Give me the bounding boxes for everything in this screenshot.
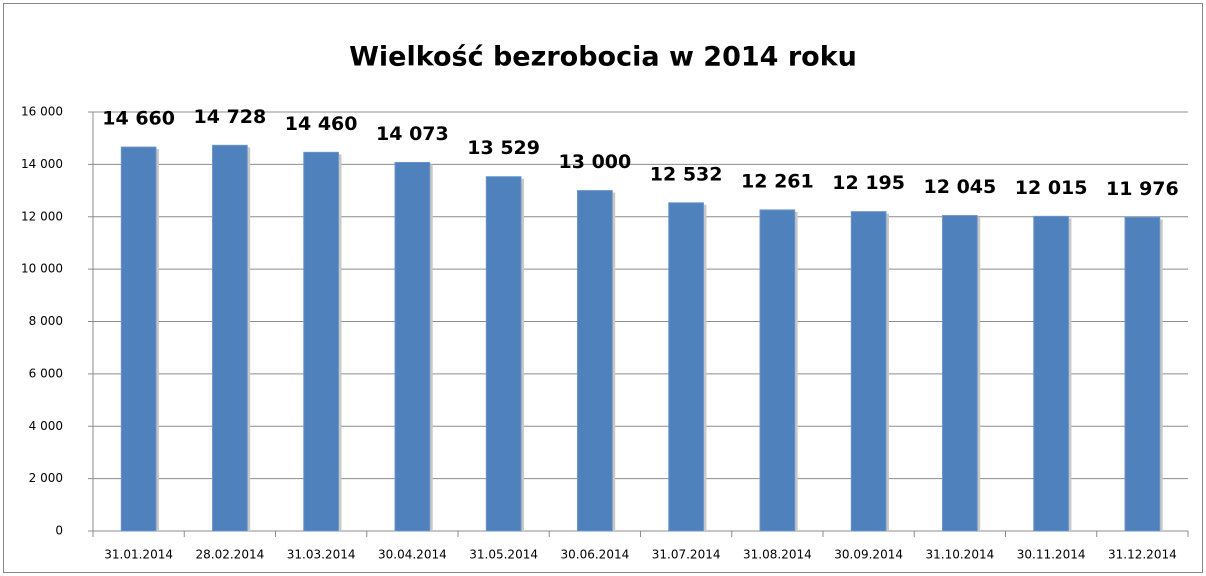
y-tick-label: 2 000 — [29, 471, 63, 485]
x-tick-label: 30.06.2014 — [561, 548, 630, 562]
y-tick-label: 8 000 — [29, 314, 63, 328]
y-tick-label: 16 000 — [21, 105, 63, 119]
bar — [1033, 215, 1069, 532]
value-label: 12 015 — [1015, 177, 1088, 199]
x-tick-label: 30.09.2014 — [834, 548, 903, 562]
x-tick-label: 28.02.2014 — [196, 548, 265, 562]
y-tick-label: 4 000 — [29, 419, 63, 433]
bar — [759, 209, 796, 532]
x-tick-label: 31.12.2014 — [1108, 548, 1177, 562]
bar — [120, 146, 157, 532]
x-tick-label: 30.04.2014 — [378, 548, 447, 562]
value-label: 12 045 — [924, 176, 997, 198]
x-tick-label: 31.01.2014 — [104, 548, 173, 562]
x-tick-label: 31.03.2014 — [287, 548, 356, 562]
value-label: 12 195 — [832, 172, 905, 194]
bar — [212, 144, 248, 532]
value-label: 13 000 — [559, 151, 632, 173]
y-tick-label: 12 000 — [21, 209, 63, 223]
value-label: 12 261 — [741, 170, 814, 192]
x-tick-label: 30.11.2014 — [1017, 548, 1086, 562]
value-label: 12 532 — [650, 163, 723, 185]
bar — [942, 215, 978, 532]
y-tick-label: 14 000 — [21, 157, 63, 171]
x-tick-label: 31.07.2014 — [652, 548, 721, 562]
bar — [1124, 216, 1161, 532]
value-label: 14 660 — [102, 108, 175, 130]
bar — [394, 161, 431, 532]
bar — [485, 176, 522, 532]
x-tick-label: 31.05.2014 — [469, 548, 538, 562]
value-label: 11 976 — [1106, 178, 1179, 200]
bar — [850, 211, 887, 532]
value-label: 13 529 — [467, 137, 540, 159]
value-label: 14 073 — [376, 123, 449, 145]
bar — [303, 151, 339, 532]
value-label: 14 460 — [285, 113, 358, 135]
value-label: 14 728 — [194, 106, 267, 128]
chart-title: Wielkość bezrobocia w 2014 roku — [349, 42, 857, 73]
y-tick-label: 10 000 — [21, 262, 63, 276]
x-tick-label: 31.10.2014 — [926, 548, 995, 562]
y-tick-label: 0 — [55, 524, 63, 538]
bar — [577, 190, 613, 532]
x-tick-label: 31.08.2014 — [743, 548, 812, 562]
bar — [668, 202, 704, 532]
y-tick-label: 6 000 — [29, 366, 63, 380]
